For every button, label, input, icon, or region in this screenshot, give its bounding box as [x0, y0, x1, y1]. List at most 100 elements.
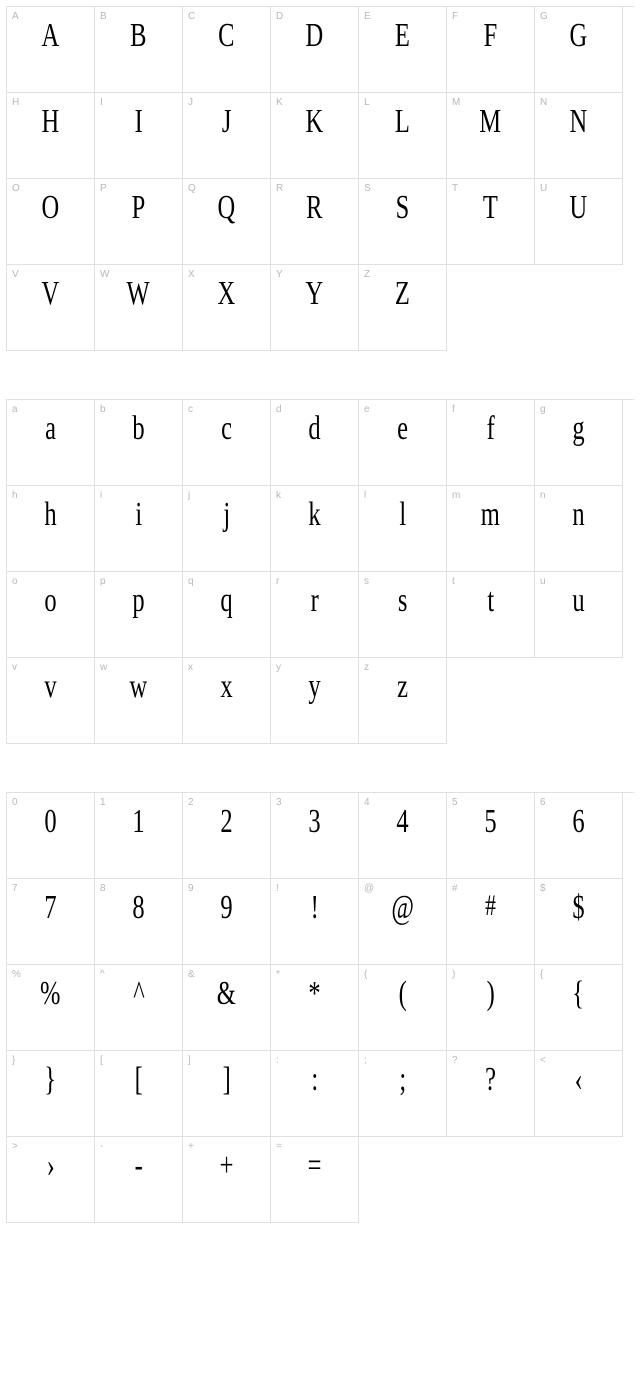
glyph-cell: WW	[95, 265, 183, 351]
glyph: 8	[132, 891, 144, 925]
glyph-cell: dd	[271, 400, 359, 486]
glyph-cell: LL	[359, 93, 447, 179]
glyph-cell: EE	[359, 7, 447, 93]
glyph: f	[486, 412, 494, 446]
glyph-cell: BB	[95, 7, 183, 93]
glyph: Z	[395, 277, 410, 311]
cell-label: G	[540, 11, 548, 22]
glyph: N	[570, 105, 588, 139]
glyph-grid-uppercase: AABBCCDDEEFFGGHHIIJJKKLLMMNNOOPPQQRRSSTT…	[6, 6, 634, 351]
glyph-cell: vv	[7, 658, 95, 744]
glyph: w	[130, 670, 148, 704]
glyph: D	[306, 19, 324, 53]
glyph-cell: <‹	[535, 1051, 623, 1137]
glyph: G	[570, 19, 588, 53]
cell-label: @	[364, 883, 374, 894]
glyph: R	[306, 191, 322, 225]
cell-label: d	[276, 404, 282, 415]
glyph-cell: tt	[447, 572, 535, 658]
glyph-cell: ff	[447, 400, 535, 486]
glyph: x	[220, 670, 232, 704]
glyph: *	[308, 977, 320, 1011]
cell-label: E	[364, 11, 371, 22]
glyph: n	[572, 498, 584, 532]
glyph: b	[132, 412, 144, 446]
glyph-cell: 00	[7, 793, 95, 879]
cell-label: s	[364, 576, 369, 587]
cell-label: g	[540, 404, 546, 415]
glyph-cell: kk	[271, 486, 359, 572]
cell-label: x	[188, 662, 193, 673]
glyph-cell: qq	[183, 572, 271, 658]
glyph: &	[217, 977, 236, 1011]
glyph: q	[220, 584, 232, 618]
glyph: A	[42, 19, 60, 53]
cell-label: ;	[364, 1055, 367, 1066]
glyph: H	[42, 105, 60, 139]
glyph-cell: 11	[95, 793, 183, 879]
cell-label: 1	[100, 797, 106, 808]
cell-label: L	[364, 97, 370, 108]
glyph-cell: II	[95, 93, 183, 179]
glyph: T	[483, 191, 498, 225]
glyph-cell: @@	[359, 879, 447, 965]
glyph: j	[223, 498, 230, 532]
glyph-cell: ^^	[95, 965, 183, 1051]
cell-label: A	[12, 11, 19, 22]
glyph: %	[40, 977, 60, 1011]
cell-label: F	[452, 11, 458, 22]
cell-label: 8	[100, 883, 106, 894]
glyph: s	[398, 584, 408, 618]
cell-label: Z	[364, 269, 370, 280]
glyph: o	[44, 584, 56, 618]
cell-label: p	[100, 576, 106, 587]
glyph-cell: GG	[535, 7, 623, 93]
cell-label: O	[12, 183, 20, 194]
glyph-cell: DD	[271, 7, 359, 93]
glyph-cell: CC	[183, 7, 271, 93]
glyph: E	[395, 19, 410, 53]
glyph: Q	[218, 191, 236, 225]
glyph: $	[572, 891, 584, 925]
cell-label: w	[100, 662, 107, 673]
glyph: 1	[132, 805, 144, 839]
cell-label: D	[276, 11, 283, 22]
cell-label: R	[276, 183, 283, 194]
glyph-cell: PP	[95, 179, 183, 265]
glyph: @	[391, 891, 414, 925]
cell-label: $	[540, 883, 546, 894]
glyph: a	[45, 412, 56, 446]
cell-label: ^	[100, 969, 105, 980]
glyph-cell: XX	[183, 265, 271, 351]
glyph-cell: ((	[359, 965, 447, 1051]
glyph-cell: 77	[7, 879, 95, 965]
glyph-cell: nn	[535, 486, 623, 572]
cell-label: C	[188, 11, 195, 22]
cell-label: 0	[12, 797, 18, 808]
glyph-cell: 55	[447, 793, 535, 879]
glyph: :	[311, 1063, 318, 1097]
glyph-cell: KK	[271, 93, 359, 179]
glyph: B	[130, 19, 146, 53]
glyph-cell: yy	[271, 658, 359, 744]
glyph: {	[573, 977, 585, 1011]
glyph: t	[487, 584, 494, 618]
glyph: ?	[485, 1063, 496, 1097]
cell-label: h	[12, 490, 18, 501]
glyph: ;	[399, 1063, 406, 1097]
glyph-cell: SS	[359, 179, 447, 265]
glyph-cell: TT	[447, 179, 535, 265]
cell-label: J	[188, 97, 193, 108]
glyph-cell: ZZ	[359, 265, 447, 351]
glyph-cell: UU	[535, 179, 623, 265]
cell-label: B	[100, 11, 107, 22]
glyph: 2	[220, 805, 232, 839]
cell-label: 2	[188, 797, 194, 808]
glyph-cell: 66	[535, 793, 623, 879]
cell-label: Q	[188, 183, 196, 194]
cell-label: i	[100, 490, 102, 501]
glyph-cell: ))	[447, 965, 535, 1051]
glyph: =	[308, 1149, 322, 1183]
glyph: J	[222, 105, 232, 139]
glyph: i	[135, 498, 142, 532]
